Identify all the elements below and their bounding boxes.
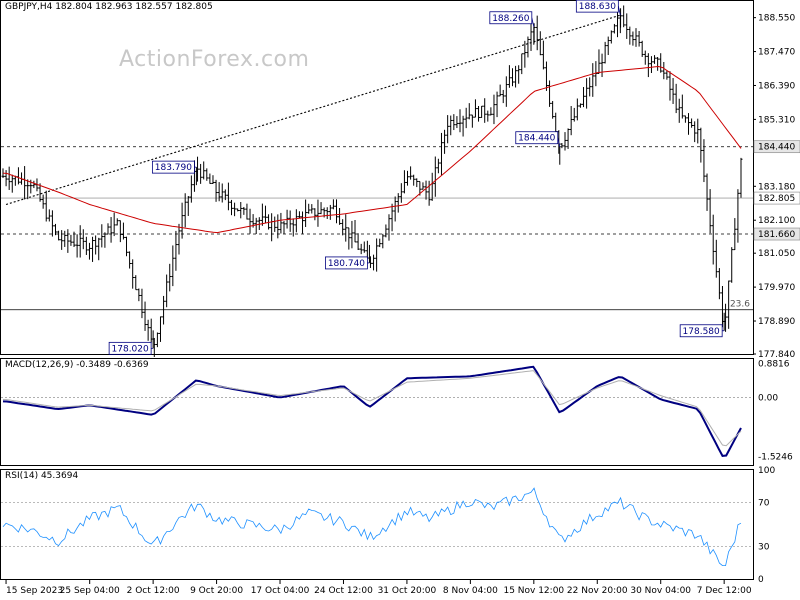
annotation-box-1 bbox=[108, 341, 152, 355]
price-y-tick-label-0: 188.550 bbox=[758, 14, 795, 24]
price-y-tick-label-3: 185.310 bbox=[758, 115, 795, 125]
annotation-label-5: 184.440 bbox=[518, 134, 555, 144]
x-tick-label-4: 17 Oct 04:00 bbox=[251, 586, 310, 596]
price-y-tick-label-2: 186.390 bbox=[758, 81, 795, 91]
level-tag-0 bbox=[753, 140, 800, 154]
level-tag-1 bbox=[753, 191, 800, 205]
level-tag-label-1: 182.805 bbox=[758, 194, 795, 204]
macd-y-tick-label-2: -1.5246 bbox=[758, 452, 793, 462]
high-value: 182.963 bbox=[95, 2, 133, 12]
rsi-y-tick-label-3: 0 bbox=[758, 575, 764, 585]
price-y-tick-label-7: 182.100 bbox=[758, 216, 795, 226]
annotation-box-6 bbox=[679, 324, 723, 338]
close-value: 182.805 bbox=[175, 2, 213, 12]
annotation-box-4 bbox=[575, 0, 619, 13]
annotation-label-2: 180.740 bbox=[328, 259, 365, 269]
open-value: 182.804 bbox=[55, 2, 93, 12]
low-value: 182.557 bbox=[135, 2, 173, 12]
level-tag-label-2: 181.660 bbox=[758, 230, 795, 240]
annotation-box-2 bbox=[325, 256, 368, 270]
x-tick-label-1: 25 Sep 04:00 bbox=[60, 586, 120, 596]
annotation-label-4: 188.630 bbox=[579, 2, 616, 12]
x-tick-label-9: 22 Nov 20:00 bbox=[567, 586, 628, 596]
x-tick-label-6: 31 Oct 20:00 bbox=[378, 586, 437, 596]
price-pane: GBPJPY,H4 182.804 182.963 182.557 182.80… bbox=[0, 0, 754, 355]
annotation-label-0: 183.790 bbox=[155, 163, 192, 173]
trendline bbox=[5, 14, 621, 206]
rsi-y-tick-label-1: 70 bbox=[758, 499, 770, 509]
macd-y-tick-label-1: 0.00 bbox=[758, 394, 778, 404]
price-pane-title: GBPJPY,H4 182.804 182.963 182.557 182.80… bbox=[5, 2, 213, 12]
annotation-box-0 bbox=[151, 160, 195, 174]
x-tick-label-0: 15 Sep 2023 bbox=[6, 586, 63, 596]
annotation-box-5 bbox=[515, 131, 559, 145]
x-tick-label-11: 7 Dec 12:00 bbox=[697, 586, 752, 596]
price-y-tick-label-11: 178.890 bbox=[758, 317, 795, 327]
rsi-y-tick-label-2: 30 bbox=[758, 542, 770, 552]
macd-pane: MACD(12,26,9) -0.3489 -0.6369 bbox=[0, 358, 754, 466]
annotation-label-1: 178.020 bbox=[112, 344, 149, 354]
x-tick-label-2: 2 Oct 12:00 bbox=[127, 586, 180, 596]
price-y-tick-label-10: 179.970 bbox=[758, 283, 795, 293]
rsi-y-tick-label-0: 100 bbox=[758, 466, 775, 476]
x-tick-label-3: 9 Oct 20:00 bbox=[190, 586, 243, 596]
x-tick-label-8: 15 Nov 12:00 bbox=[503, 586, 564, 596]
x-tick-label-7: 8 Nov 04:00 bbox=[443, 586, 498, 596]
macd-series-0 bbox=[2, 365, 742, 457]
x-tick-label-5: 24 Oct 12:00 bbox=[314, 586, 373, 596]
watermark-logo: ActionForex.com bbox=[119, 47, 310, 72]
fib-level-label: 23.6 bbox=[730, 300, 750, 310]
price-y-tick-label-12: 177.840 bbox=[758, 350, 795, 360]
annotation-label-3: 188.260 bbox=[492, 14, 529, 24]
x-tick-label-10: 30 Nov 04:00 bbox=[630, 586, 691, 596]
level-tag-label-0: 184.440 bbox=[758, 143, 795, 153]
symbol-label: GBPJPY,H4 bbox=[5, 2, 53, 12]
moving-average-line bbox=[2, 65, 742, 234]
annotation-label-6: 178.580 bbox=[683, 327, 720, 337]
rsi-pane-title: RSI(14) 45.3694 bbox=[5, 471, 79, 481]
rsi-pane: RSI(14) 45.3694 bbox=[0, 469, 754, 580]
price-y-tick-label-1: 187.470 bbox=[758, 48, 795, 58]
level-tag-2 bbox=[753, 227, 800, 241]
macd-series-1 bbox=[2, 370, 742, 447]
price-y-tick-label-5: 183.180 bbox=[758, 182, 795, 192]
annotation-box-3 bbox=[489, 11, 533, 25]
rsi-series-0 bbox=[2, 487, 742, 566]
macd-y-tick-label-0: 0.8816 bbox=[758, 360, 790, 370]
price-y-tick-label-9: 181.050 bbox=[758, 249, 795, 259]
macd-pane-title: MACD(12,26,9) -0.3489 -0.6369 bbox=[5, 360, 149, 370]
